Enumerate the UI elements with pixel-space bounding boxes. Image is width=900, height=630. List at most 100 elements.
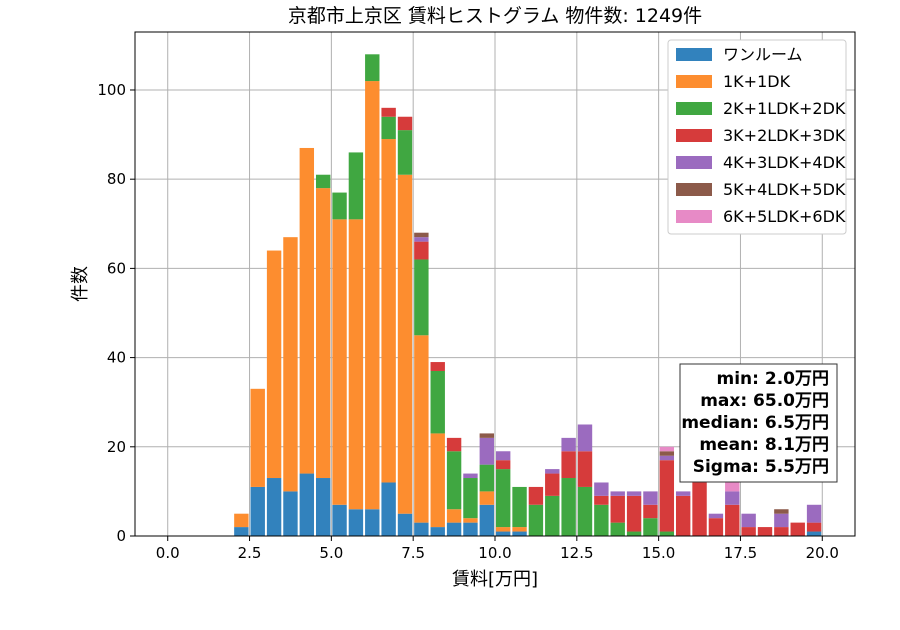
bar-segment bbox=[381, 482, 396, 536]
x-tick-label: 15.0 bbox=[642, 544, 675, 562]
bar-segment bbox=[757, 527, 773, 536]
bar-segment bbox=[414, 232, 429, 238]
x-tick-label: 10.0 bbox=[478, 544, 511, 562]
bar-segment bbox=[495, 527, 511, 532]
bar-segment bbox=[430, 370, 445, 434]
bar-segment bbox=[545, 495, 560, 536]
stats-max: max: 65.0万円 bbox=[700, 391, 829, 411]
bar-segment bbox=[545, 473, 560, 496]
legend-swatch bbox=[676, 210, 712, 223]
bar-segment bbox=[725, 504, 740, 536]
bar-segment bbox=[806, 531, 822, 536]
y-tick-label: 20 bbox=[107, 438, 126, 456]
bar-segment bbox=[332, 219, 347, 505]
bar-segment bbox=[283, 237, 298, 492]
bar-segment bbox=[692, 482, 707, 536]
bar-segment bbox=[741, 513, 756, 528]
x-tick-label: 2.5 bbox=[238, 544, 262, 562]
bar-segment bbox=[643, 504, 658, 519]
legend-label: 6K+5LDK+6DK bbox=[723, 207, 846, 226]
bar-segment bbox=[495, 451, 511, 461]
bar-segment bbox=[463, 478, 478, 519]
bar-segment bbox=[561, 451, 576, 479]
bar-segment bbox=[561, 437, 576, 452]
bar-segment bbox=[806, 504, 822, 523]
bar-segment bbox=[512, 527, 527, 532]
bar-segment bbox=[250, 388, 265, 487]
bar-segment bbox=[626, 495, 642, 532]
bar-segment bbox=[725, 491, 740, 505]
bar-segment bbox=[365, 81, 380, 510]
bar-segment bbox=[414, 259, 429, 336]
legend-swatch bbox=[676, 75, 712, 88]
bar-segment bbox=[774, 509, 789, 514]
bar-segment bbox=[397, 130, 413, 175]
bar-segment bbox=[774, 527, 789, 536]
bar-segment bbox=[463, 473, 478, 479]
bar-segment bbox=[414, 237, 429, 242]
bar-segment bbox=[545, 469, 560, 474]
legend-label: ワンルーム bbox=[723, 45, 803, 64]
bar-segment bbox=[463, 522, 478, 536]
x-tick-label: 7.5 bbox=[401, 544, 425, 562]
bar-segment bbox=[577, 486, 593, 536]
bar-segment bbox=[790, 522, 805, 536]
legend-label: 1K+1DK bbox=[723, 72, 791, 91]
y-axis-label: 件数 bbox=[70, 266, 91, 302]
y-axis-ticks: 0 20 40 60 80 100 bbox=[97, 81, 135, 545]
bar-segment bbox=[430, 527, 445, 536]
bar-segment bbox=[512, 486, 527, 528]
bar-segment bbox=[528, 504, 544, 536]
legend-swatch bbox=[676, 183, 712, 196]
legend-label: 3K+2LDK+3DK bbox=[723, 126, 846, 145]
bar-segment bbox=[414, 522, 429, 536]
bar-segment bbox=[348, 152, 364, 220]
bar-segment bbox=[397, 513, 413, 536]
bar-segment bbox=[430, 362, 445, 371]
bar-segment bbox=[741, 527, 756, 536]
bar-segment bbox=[479, 504, 495, 536]
bar-segment bbox=[495, 460, 511, 470]
bar-segment bbox=[495, 531, 511, 536]
bar-segment bbox=[626, 491, 642, 496]
bar-segment bbox=[643, 491, 658, 505]
bar-segment bbox=[610, 491, 625, 496]
legend-label: 2K+1LDK+2DK bbox=[723, 99, 846, 118]
bar-segment bbox=[594, 482, 609, 496]
bar-segment bbox=[708, 518, 724, 536]
bar-segment bbox=[479, 433, 495, 438]
bar-segment bbox=[414, 241, 429, 260]
bar-segment bbox=[315, 188, 331, 479]
bar-segment bbox=[381, 139, 396, 483]
bar-segment bbox=[430, 433, 445, 528]
bar-segment bbox=[495, 469, 511, 528]
bar-segment bbox=[528, 486, 544, 505]
x-tick-label: 17.5 bbox=[724, 544, 757, 562]
bar-segment bbox=[283, 491, 298, 536]
bar-segment bbox=[315, 478, 331, 536]
x-tick-label: 20.0 bbox=[806, 544, 839, 562]
stats-mean: mean: 8.1万円 bbox=[699, 435, 829, 455]
y-tick-label: 80 bbox=[107, 170, 126, 188]
bar-segment bbox=[250, 486, 265, 536]
x-tick-label: 5.0 bbox=[319, 544, 343, 562]
bar-segment bbox=[299, 147, 315, 474]
bar-segment bbox=[234, 513, 249, 528]
bar-segment bbox=[266, 250, 282, 479]
bar-segment bbox=[626, 531, 642, 536]
bar-segment bbox=[348, 219, 364, 510]
y-tick-label: 40 bbox=[107, 349, 126, 367]
bar-segment bbox=[446, 509, 462, 523]
bar-segment bbox=[577, 424, 593, 452]
bar-segment bbox=[675, 495, 691, 536]
bar-segment bbox=[332, 504, 347, 536]
stats-median: median: 6.5万円 bbox=[681, 413, 829, 433]
bar-segment bbox=[659, 531, 675, 536]
bar-segment bbox=[234, 527, 249, 536]
bar-segment bbox=[659, 451, 675, 456]
bar-segment bbox=[561, 478, 576, 536]
stats-box: min: 2.0万円 max: 65.0万円 median: 6.5万円 mea… bbox=[679, 363, 838, 483]
bar-segment bbox=[659, 455, 675, 461]
bar-segment bbox=[299, 473, 315, 536]
legend-swatch bbox=[676, 102, 712, 115]
